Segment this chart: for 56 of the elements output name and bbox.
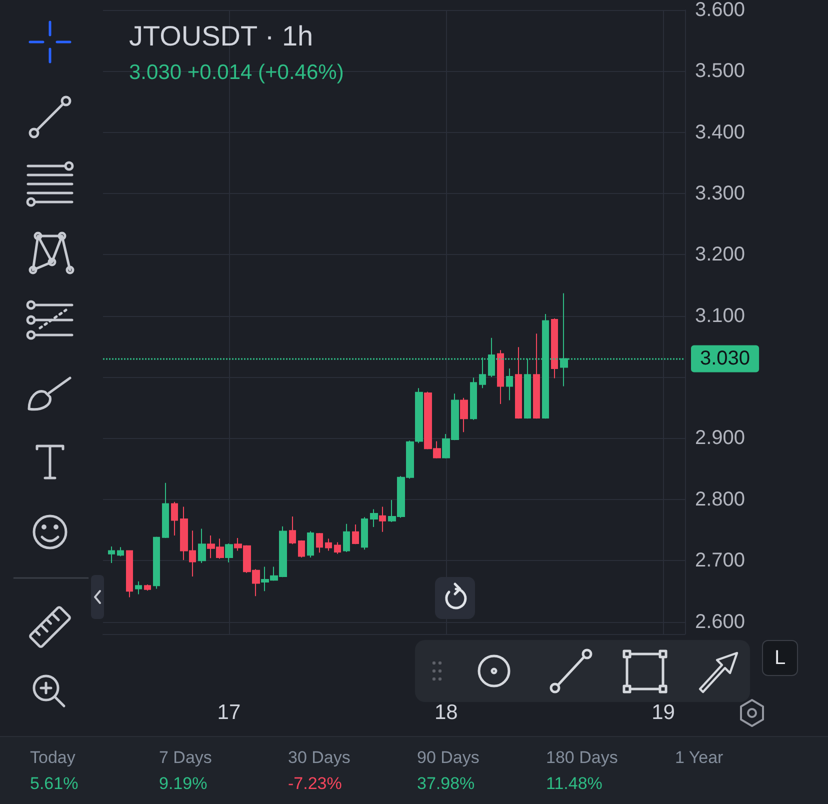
y-tick-label: 3.600 [695, 0, 746, 21]
candlestick [343, 523, 350, 553]
candlestick [135, 580, 142, 595]
text: 30 Days [288, 748, 350, 768]
x-tick-label: 19 [652, 701, 675, 724]
text: 1 Year [675, 748, 724, 768]
y-tick-label: 3.200 [695, 244, 746, 266]
candlestick [497, 350, 504, 404]
candlestick [289, 516, 296, 545]
candlestick [162, 482, 169, 538]
candlestick [370, 508, 378, 528]
candlestick [379, 506, 386, 532]
ref-line-label: 3.030 [700, 348, 750, 370]
candlestick [316, 532, 323, 554]
candlestick [551, 318, 558, 379]
y-tick-label: 2.800 [695, 488, 746, 510]
candlestick [153, 536, 160, 590]
text: 7 Days [159, 748, 212, 768]
y-tick-label: 2.900 [695, 427, 746, 450]
candlestick [108, 546, 115, 564]
candlestick [361, 516, 368, 550]
text: 90 Days [417, 748, 480, 768]
y-tick-label: 2.600 [695, 610, 746, 633]
candlestick [198, 528, 206, 564]
text: 5.61% [30, 774, 78, 794]
text: Today [30, 748, 76, 768]
candlestick [506, 368, 513, 401]
text: 9.19% [159, 774, 208, 794]
text: 3.030 +0.014 (+0.46%) [129, 61, 344, 84]
candlestick [470, 377, 477, 420]
candlestick [307, 530, 314, 558]
square-button: L [762, 640, 798, 676]
candlestick [144, 584, 151, 592]
y-tick-label: 3.300 [695, 182, 746, 205]
y-tick-label: 3.100 [695, 304, 746, 327]
candlestick [298, 540, 305, 558]
candlestick [126, 550, 133, 598]
y-tick-label: 2.700 [695, 550, 746, 572]
candlestick [352, 524, 359, 545]
text: 11.48% [546, 774, 602, 794]
x-tick-label: 18 [434, 701, 458, 724]
y-tick-label: 3.400 [695, 121, 746, 144]
chart-title: JTOUSDT · 1h [129, 20, 314, 52]
candlestick [460, 397, 468, 433]
candlestick [334, 542, 341, 554]
x-tick-label: 17 [217, 701, 241, 724]
candlestick [515, 346, 522, 420]
text: 180 Days [546, 748, 618, 768]
candlestick [171, 501, 178, 536]
y-tick-label: 3.500 [695, 60, 746, 82]
text: -7.23% [288, 774, 342, 794]
candlestick [225, 542, 233, 563]
text: 37.98% [417, 774, 475, 794]
candlestick [533, 333, 540, 420]
candlestick [325, 538, 332, 552]
candlestick [117, 546, 124, 557]
